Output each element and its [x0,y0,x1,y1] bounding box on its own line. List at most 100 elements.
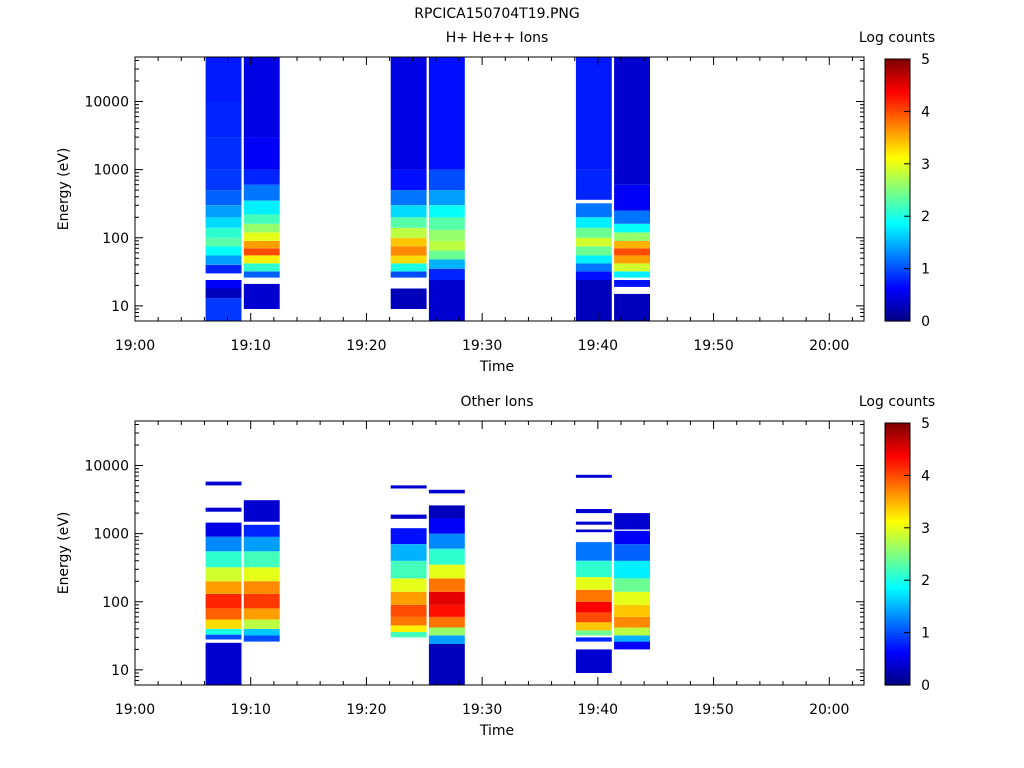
heatmap-cell [390,190,427,206]
heatmap-cell [614,248,650,256]
colorbar-segment [885,619,910,623]
colorbar-segment [885,263,910,267]
heatmap-cell [243,223,280,233]
colorbar-segment [885,137,910,141]
y-tick-label: 10000 [84,459,129,475]
colorbar-segment [885,648,910,652]
colorbar-segment [885,310,910,314]
heatmap-cell [428,217,465,230]
heatmap-cell [243,524,280,537]
colorbar-segment [885,527,910,532]
colorbar-segment [885,464,910,469]
heatmap-cell [205,205,242,218]
heatmap-cell [243,232,280,241]
colorbar-segment [885,205,910,209]
heatmap-cell [390,514,427,519]
heatmap-cell [243,500,280,522]
colorbar-segment [885,284,910,288]
colorbar-segment [885,292,910,296]
colorbar-segment [885,93,910,97]
colorbar-segment [885,190,910,194]
colorbar-segment [885,540,910,545]
y-tick-label: 100 [102,595,129,611]
colorbar-segment [885,606,910,610]
heatmap-cell [575,601,612,613]
colorbar-segment [885,66,910,71]
colorbar-segment [885,119,910,123]
heatmap-cell [575,589,612,602]
heatmap-cell [614,616,650,628]
colorbar-segment [885,640,910,644]
heatmap-cell [575,263,612,272]
colorbar-segment [885,132,910,136]
heatmap-cell [575,203,612,218]
colorbar-tick-label: 3 [921,157,930,173]
colorbar-segment [885,669,910,673]
colorbar-segment [885,433,910,437]
colorbar-segment [885,598,910,602]
colorbar-segment [885,609,910,613]
heatmap-cell [428,259,465,269]
heatmap-cell [205,567,242,582]
x-axis-label: Time [479,359,514,375]
colorbar-segment [885,519,910,524]
colorbar-segment [885,127,910,131]
colorbar-segment [885,169,910,173]
colorbar-segment [885,616,910,621]
colorbar-tick-label: 5 [921,416,930,432]
heatmap-cell [428,591,465,605]
colorbar-tick-label: 1 [921,262,930,278]
heatmap-cell [243,263,280,272]
colorbar-segment [885,242,910,246]
panel-title: Other Ions [460,394,533,410]
heatmap-cell [614,544,650,561]
colorbar-segment [885,509,910,513]
plot-frame [134,420,865,686]
heatmap-cell [390,604,427,617]
colorbar-segment [885,582,910,587]
colorbar-segment [885,297,910,301]
y-tick-label: 1000 [93,163,129,179]
heatmap-cell [575,57,612,170]
colorbar-segment [885,286,910,291]
colorbar-segment [885,258,910,262]
colorbar-segment [885,546,910,550]
heatmap-cell [390,616,427,626]
y-axis-ticks: 10 100 1000 10000 [84,59,864,322]
colorbar-segment [885,213,910,217]
x-tick-label: 19:20 [346,702,386,718]
colorbar-segment [885,307,910,312]
heatmap-cell [428,635,465,644]
colorbar-segment [885,255,910,259]
heatmap-cell [428,564,465,579]
colorbar-segment [885,543,910,547]
colorbar-segment [885,234,910,238]
colorbar-segment [885,485,910,490]
colorbar-segment [885,74,910,78]
heatmap-cell [428,616,465,628]
colorbar-segment [885,446,910,450]
colorbar-segment [885,134,910,139]
colorbar-segment [885,129,910,133]
heatmap-cell [205,227,242,238]
colorbar-tick-label: 1 [921,626,930,642]
colorbar-segment [885,556,910,560]
colorbar-segment [885,504,910,508]
colorbar-segment [885,430,910,435]
colorbar-segment [885,111,910,115]
colorbar-segment [885,116,910,120]
colorbar-segment [885,294,910,299]
heatmap-cell [428,250,465,260]
colorbar-segment [885,472,910,476]
colorbar-segment [885,635,910,639]
colorbar-segment [885,82,910,86]
y-tick-label: 10 [111,299,129,315]
heatmap-cell [428,578,465,592]
y-tick-label: 10 [111,663,129,679]
heatmap-cell [205,594,242,609]
heatmap-cell [575,217,612,228]
heatmap-cell [243,137,280,170]
x-axis-ticks: 19:00 19:10 19:20 19:30 19:40 19:50 20:00 [115,421,853,718]
colorbar-segment [885,533,910,537]
colorbar-segment [885,229,910,233]
